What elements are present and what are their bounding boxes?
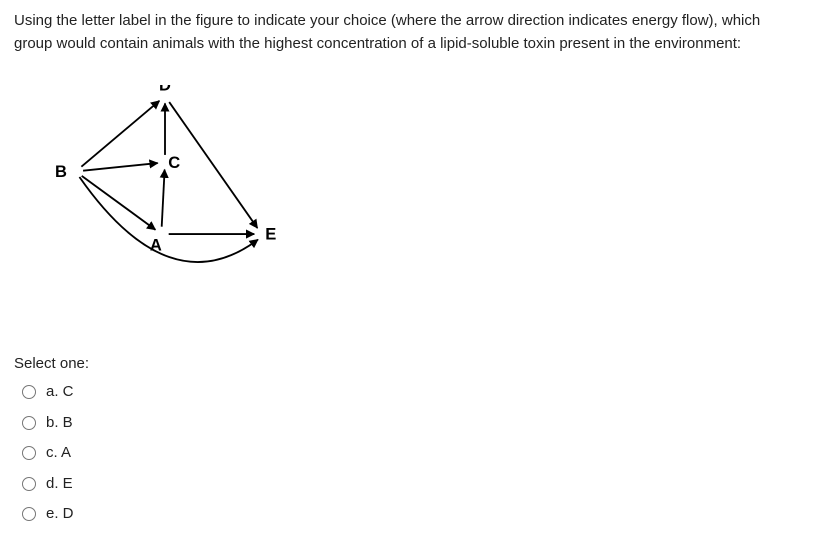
radio-b[interactable] (22, 416, 36, 430)
option-b[interactable]: b. B (22, 412, 800, 435)
select-one-prompt: Select one: (14, 353, 800, 376)
option-e-label: e. D (46, 503, 74, 526)
option-c[interactable]: c. A (22, 442, 800, 465)
svg-text:A: A (150, 236, 162, 255)
option-d-label: d. E (46, 473, 73, 496)
svg-text:D: D (159, 85, 171, 95)
options-group: a. C b. B c. A d. E e. D (14, 381, 800, 526)
option-e[interactable]: e. D (22, 503, 800, 526)
option-d[interactable]: d. E (22, 473, 800, 496)
radio-c[interactable] (22, 446, 36, 460)
svg-text:E: E (265, 225, 276, 244)
option-a[interactable]: a. C (22, 381, 800, 404)
question-text: Using the letter label in the figure to … (14, 10, 800, 55)
radio-d[interactable] (22, 477, 36, 491)
food-web-diagram: A B C D E (30, 85, 800, 323)
option-a-label: a. C (46, 381, 74, 404)
radio-a[interactable] (22, 385, 36, 399)
option-b-label: b. B (46, 412, 73, 435)
svg-text:C: C (168, 153, 180, 172)
radio-e[interactable] (22, 507, 36, 521)
svg-text:B: B (55, 162, 67, 181)
option-c-label: c. A (46, 442, 71, 465)
